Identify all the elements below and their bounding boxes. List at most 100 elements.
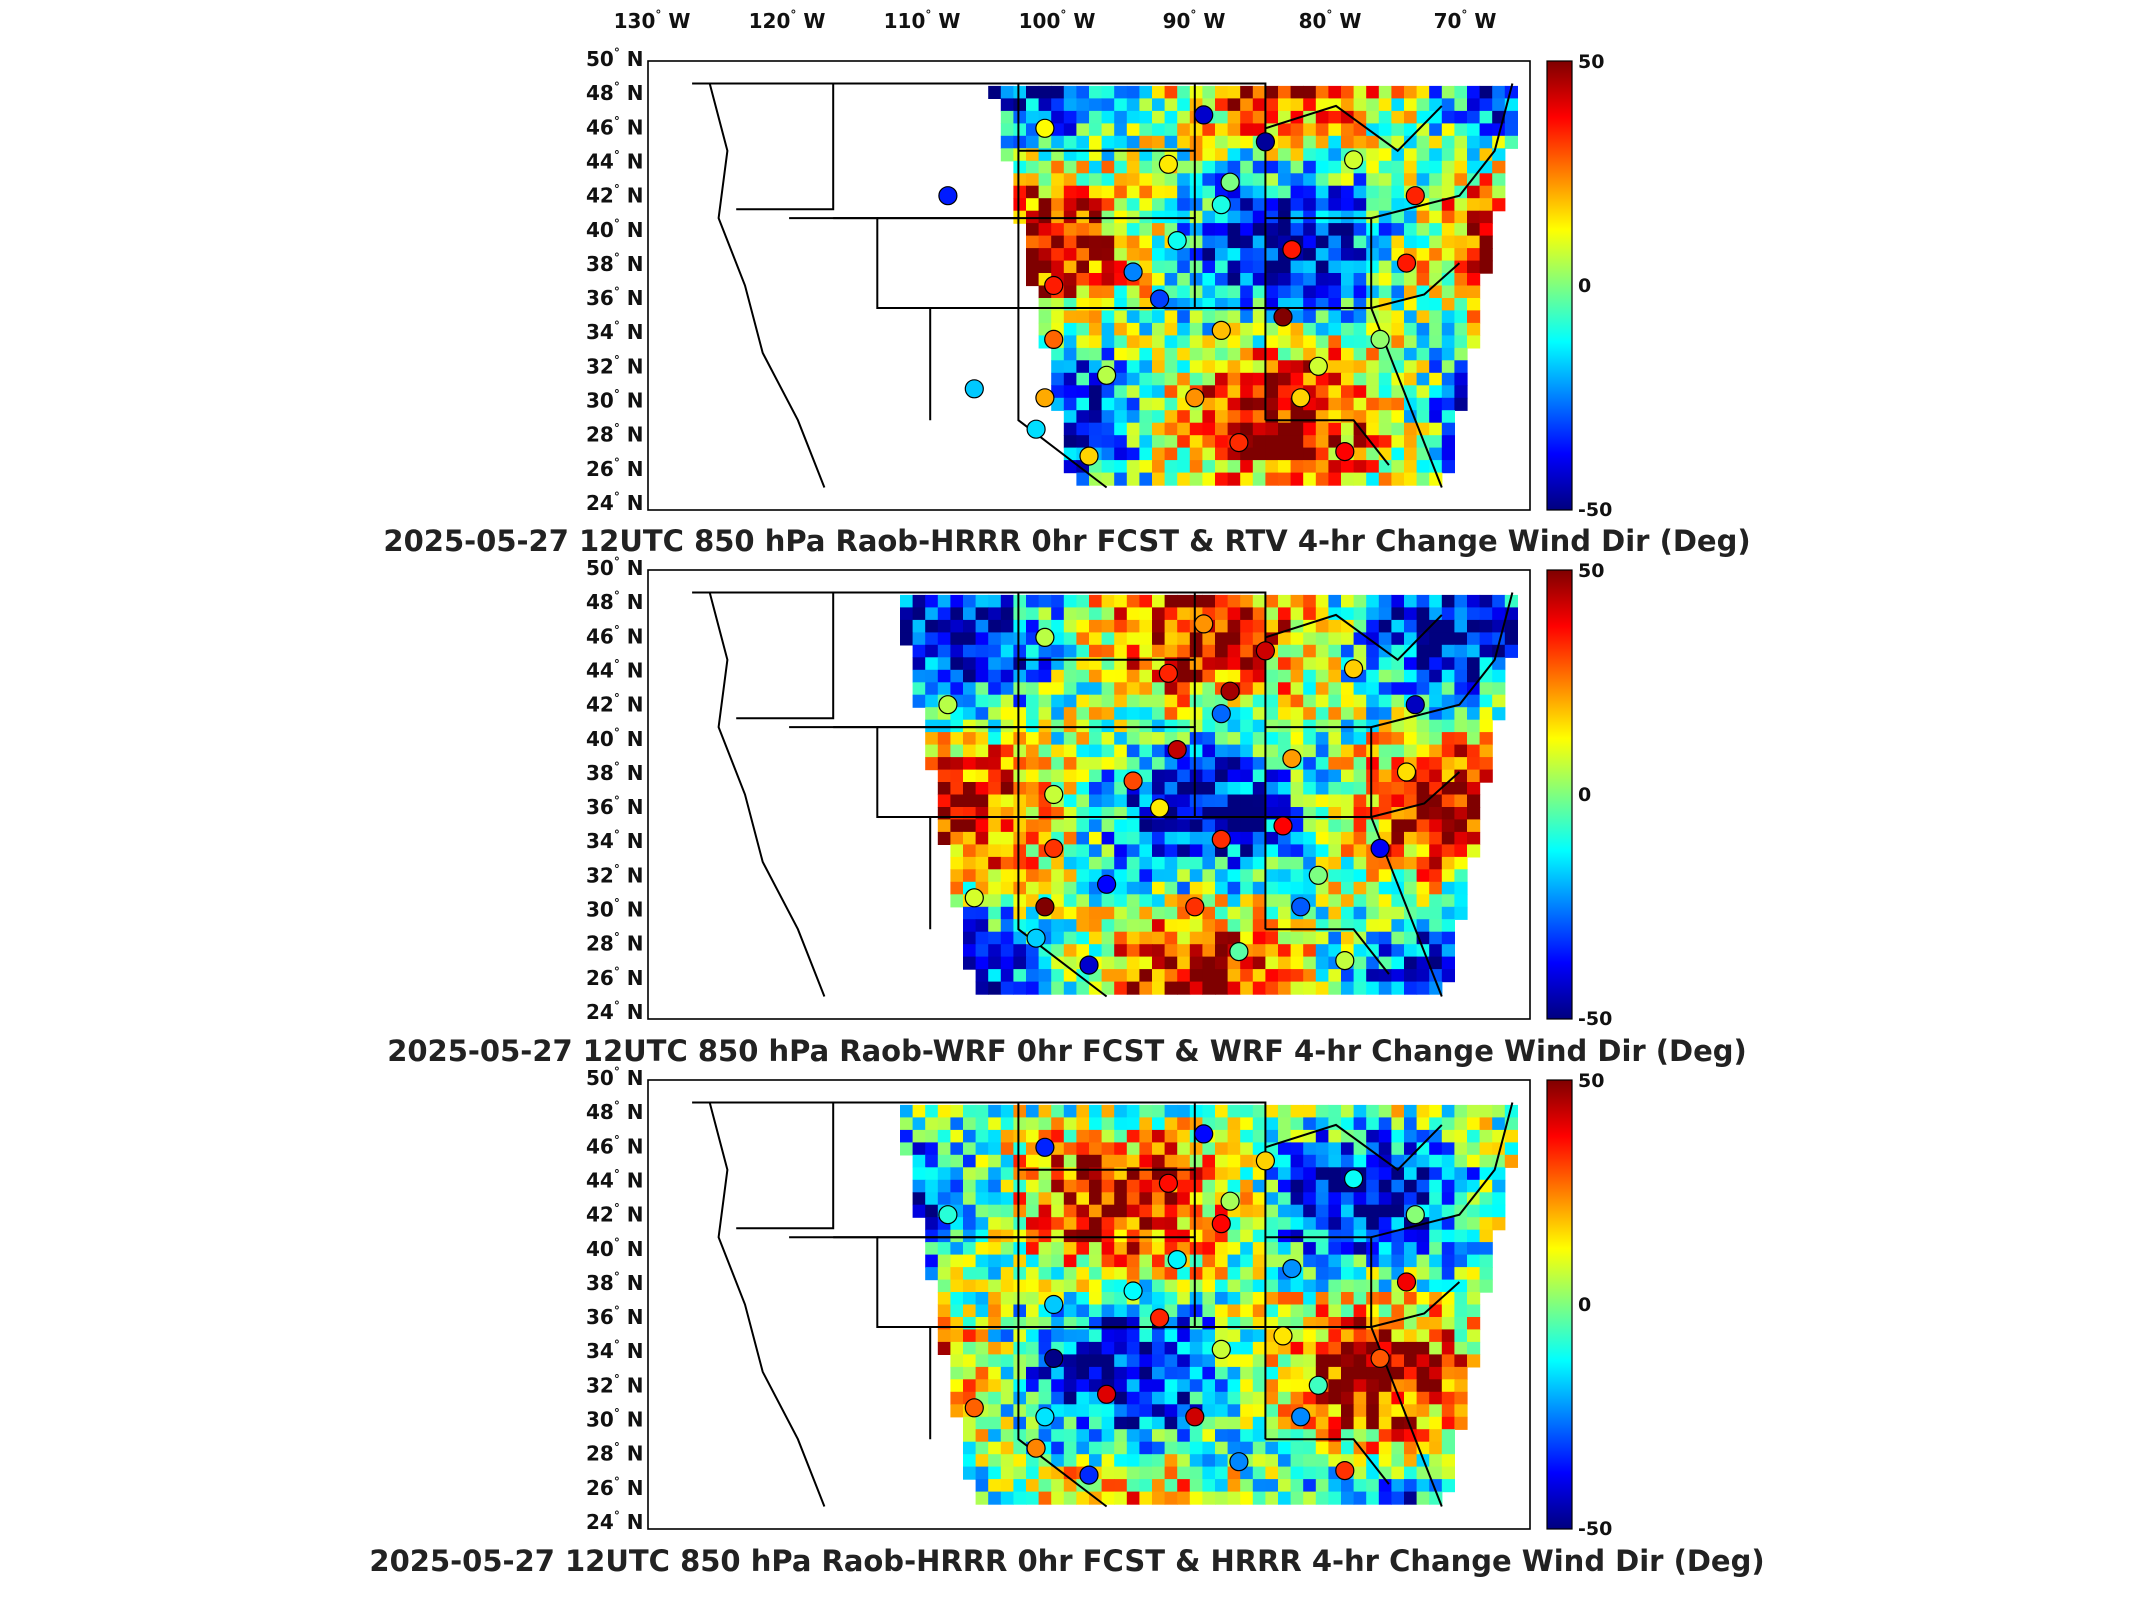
field-cell: [1202, 632, 1216, 646]
field-cell: [1441, 1192, 1455, 1206]
field-cell: [1076, 1341, 1090, 1355]
field-cell: [1353, 1341, 1367, 1355]
field-cell: [1114, 1366, 1128, 1380]
field-cell: [1189, 956, 1203, 970]
field-cell: [975, 669, 989, 683]
field-cell: [1328, 919, 1342, 933]
field-cell: [1366, 273, 1380, 287]
field-cell: [1252, 719, 1266, 733]
field-cell: [1026, 1379, 1040, 1393]
field-cell: [1303, 1391, 1317, 1405]
field-cell: [1152, 1454, 1166, 1468]
field-cell: [950, 757, 964, 771]
field-cell: [1038, 85, 1052, 99]
field-cell: [1013, 831, 1027, 845]
field-cell: [1341, 273, 1355, 287]
field-cell: [1290, 1142, 1304, 1156]
field-cell: [1492, 594, 1506, 608]
state-boundary: [789, 726, 932, 930]
field-cell: [925, 594, 939, 608]
field-cell: [1252, 707, 1266, 721]
field-cell: [1114, 397, 1128, 411]
field-cell: [1215, 360, 1229, 374]
colorbar-min-label: -50: [1578, 1008, 1612, 1030]
field-cell: [1026, 1479, 1040, 1493]
field-cell: [1278, 981, 1292, 995]
raob-station-marker: [1220, 1191, 1240, 1211]
field-cell: [1341, 248, 1355, 262]
raob-station-marker: [1335, 1460, 1355, 1481]
field-cell: [1441, 719, 1455, 733]
field-cell: [1126, 757, 1140, 771]
field-cell: [1290, 1479, 1304, 1493]
field-cell: [1026, 819, 1040, 833]
field-cell: [1265, 1267, 1279, 1281]
field-cell: [1429, 1429, 1443, 1443]
field-cell: [1404, 682, 1418, 696]
field-cell: [1341, 1429, 1355, 1443]
field-cell: [1139, 160, 1153, 174]
field-cell: [1265, 235, 1279, 249]
field-cell: [1202, 894, 1216, 908]
field-cell: [1215, 98, 1229, 112]
raob-station-marker: [938, 1205, 958, 1225]
field-cell: [1051, 1179, 1065, 1193]
raob-station-marker: [1167, 739, 1187, 760]
field-cell: [1441, 1104, 1455, 1118]
field-cell: [1441, 844, 1455, 858]
field-cell: [1404, 1354, 1418, 1368]
field-cell: [1089, 347, 1103, 361]
field-cell: [1328, 1279, 1342, 1293]
field-cell: [963, 794, 977, 808]
raob-station-marker: [1282, 240, 1302, 260]
field-cell: [1290, 1167, 1304, 1181]
field-cell: [1152, 744, 1166, 758]
field-cell: [912, 1129, 926, 1143]
field-cell: [1315, 769, 1329, 783]
field-cell: [1441, 594, 1455, 608]
field-cell: [1454, 248, 1468, 262]
field-cell: [1202, 1441, 1216, 1455]
field-cell: [1114, 372, 1128, 386]
field-cell: [1000, 931, 1014, 945]
field-cell: [1202, 769, 1216, 783]
field-cell: [1416, 223, 1430, 237]
field-cell: [1315, 148, 1329, 162]
field-cell: [1303, 682, 1317, 696]
field-cell: [1479, 1179, 1493, 1193]
field-cell: [1416, 1179, 1430, 1193]
field-cell: [1278, 435, 1292, 449]
field-cell: [1227, 123, 1241, 137]
field-cell: [1265, 956, 1279, 970]
field-cell: [1215, 919, 1229, 933]
raob-station-marker: [1211, 320, 1231, 340]
field-cell: [1240, 757, 1254, 771]
field-cell: [1063, 1129, 1077, 1143]
field-cell: [1063, 1279, 1077, 1293]
field-cell: [1278, 148, 1292, 162]
field-cell: [1404, 719, 1418, 733]
field-cell: [1328, 619, 1342, 633]
field-cell: [1089, 906, 1103, 920]
field-cell: [1026, 1242, 1040, 1256]
field-cell: [1114, 1267, 1128, 1281]
field-cell: [1164, 85, 1178, 99]
raob-station-marker: [1044, 329, 1064, 349]
field-cell: [1240, 1391, 1254, 1405]
field-cell: [1101, 944, 1115, 958]
field-cell: [1114, 223, 1128, 237]
field-cell: [1114, 98, 1128, 112]
field-cell: [1013, 173, 1027, 187]
field-cell: [1328, 422, 1342, 436]
field-cell: [1378, 1279, 1392, 1293]
field-cell: [1341, 981, 1355, 995]
field-cell: [1051, 969, 1065, 983]
field-cell: [1341, 707, 1355, 721]
field-cell: [1416, 235, 1430, 249]
field-cell: [1328, 123, 1342, 137]
raob-station-marker: [1343, 659, 1364, 679]
lat-label: 34° N: [586, 1338, 644, 1363]
field-cell: [963, 1441, 977, 1455]
field-cell: [1215, 769, 1229, 783]
field-cell: [1303, 1441, 1317, 1455]
